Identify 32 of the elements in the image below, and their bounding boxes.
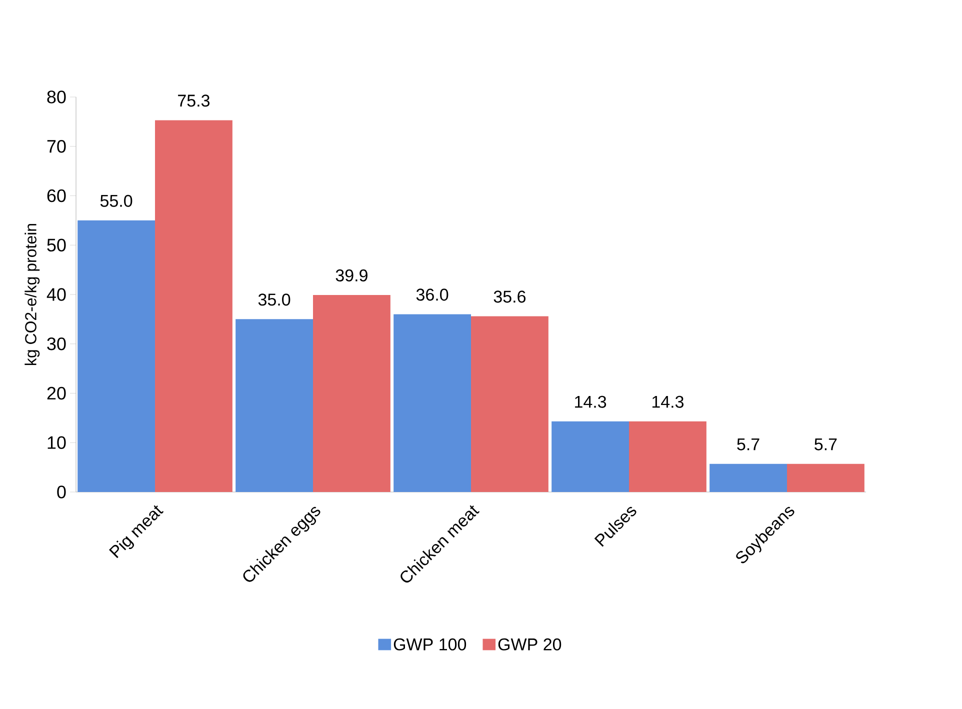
data-label: 36.0 bbox=[416, 288, 448, 301]
y-tick-label: 0 bbox=[57, 486, 66, 498]
bar bbox=[710, 464, 787, 492]
bar bbox=[394, 314, 471, 492]
y-tick-label: 40 bbox=[46, 288, 66, 301]
bar bbox=[628, 421, 706, 492]
data-label: 35.0 bbox=[258, 294, 290, 306]
data-label: 55.0 bbox=[100, 194, 132, 207]
bar bbox=[471, 316, 548, 492]
y-tick-label: 60 bbox=[47, 189, 66, 202]
y-tick-label: 10 bbox=[48, 436, 66, 449]
bar bbox=[155, 120, 232, 492]
legend-label: GWP 100 bbox=[394, 638, 466, 650]
legend-label: GWP 20 bbox=[498, 638, 562, 650]
bar bbox=[786, 464, 864, 492]
bar bbox=[78, 220, 156, 492]
data-label: 75.3 bbox=[178, 94, 210, 107]
y-tick-label: 30 bbox=[47, 337, 66, 350]
y-tick-label: 50 bbox=[47, 238, 66, 252]
y-tick-label: 70 bbox=[47, 140, 66, 153]
data-label: 5.7 bbox=[737, 438, 760, 450]
y-tick-label: 20 bbox=[47, 386, 66, 400]
y-axis-title: kg CO2-e/kg protein bbox=[24, 224, 40, 365]
data-label: 5.7 bbox=[814, 438, 837, 450]
data-label: 35.6 bbox=[494, 290, 526, 303]
bar bbox=[236, 319, 314, 492]
bar bbox=[313, 294, 390, 492]
data-label: 39.9 bbox=[336, 269, 368, 282]
data-label: 14.3 bbox=[652, 396, 684, 408]
y-tick-label: 80 bbox=[47, 90, 66, 104]
bar bbox=[552, 421, 629, 492]
data-label: 14.3 bbox=[575, 396, 606, 408]
